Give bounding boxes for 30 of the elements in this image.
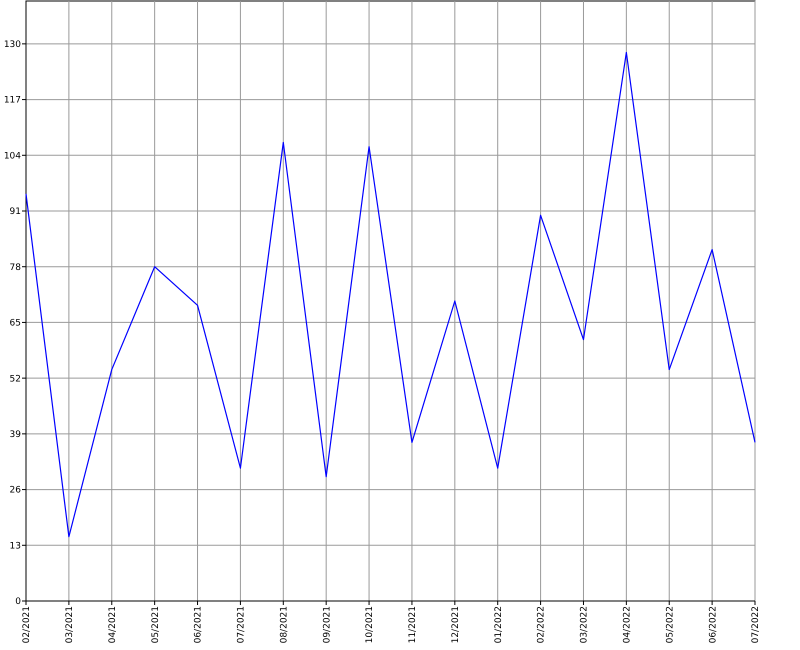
x-tick-label: 05/2021 — [150, 606, 161, 644]
y-tick-label: 65 — [10, 318, 21, 329]
line-series — [25, 52, 756, 538]
x-tick-label: 05/2022 — [665, 606, 676, 644]
y-tick-label: 117 — [4, 96, 21, 106]
x-tick-label: 06/2021 — [194, 606, 204, 644]
x-tick-label: 02/2021 — [22, 606, 32, 644]
x-tick-label: 01/2022 — [494, 606, 504, 644]
x-tick-label: 07/2022 — [751, 606, 762, 644]
x-tick-label: 03/2021 — [65, 606, 76, 644]
x-tick-label: 02/2022 — [536, 606, 547, 644]
x-tick-label: 04/2022 — [622, 606, 633, 644]
x-tick-label: 03/2022 — [580, 606, 590, 644]
x-tick-label: 07/2021 — [236, 606, 247, 644]
y-tick-label: 0 — [15, 597, 22, 608]
x-tick-label: 06/2022 — [708, 606, 718, 644]
y-tick-label: 52 — [10, 374, 21, 384]
y-tick-label: 13 — [10, 541, 21, 552]
y-tick-label: 104 — [4, 151, 22, 162]
x-tick-label: 08/2021 — [279, 606, 290, 644]
y-tick-label: 39 — [10, 430, 22, 440]
x-tick-label: 04/2021 — [108, 606, 118, 644]
y-tick-label: 26 — [10, 486, 22, 496]
x-tick-label: 10/2021 — [365, 606, 376, 644]
x-tick-label: 09/2021 — [322, 606, 332, 644]
y-tick-label: 130 — [4, 40, 22, 50]
x-tick-label: 12/2021 — [450, 606, 461, 644]
x-tick-label: 11/2021 — [408, 606, 418, 644]
y-tick-label: 91 — [10, 207, 21, 218]
y-tick-label: 78 — [10, 262, 22, 273]
